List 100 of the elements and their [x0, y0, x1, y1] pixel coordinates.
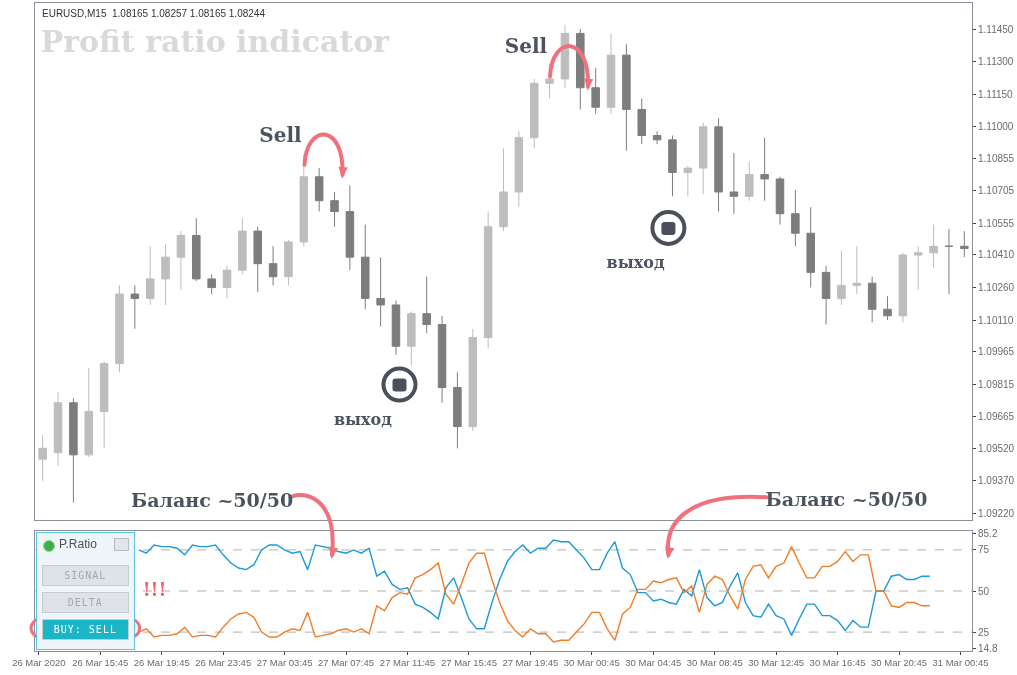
y-tick-label: 1.09665 — [978, 411, 1015, 423]
x-tick-label: 30 Mar 20:45 — [871, 657, 928, 669]
x-tick-label: 27 Mar 15:45 — [440, 657, 497, 669]
x-tick-label: 26 Mar 23:45 — [195, 657, 252, 669]
candlestick — [84, 367, 94, 458]
text: EURUSD,M15 1.08165 1.08257 1.08165 1.08244 — [42, 8, 266, 19]
y-tick-label: 1.10705 — [978, 185, 1015, 197]
annotation: Sell — [504, 34, 548, 59]
candlestick — [760, 137, 769, 202]
candlestick — [483, 211, 493, 349]
annotation: выход — [333, 409, 392, 429]
y-tick-label: 1.10260 — [978, 282, 1015, 294]
annotation: P.Ratio — [59, 537, 97, 551]
candlestick — [852, 245, 862, 295]
candlestick — [683, 165, 693, 197]
candlestick — [898, 252, 908, 323]
annotation: Sell — [259, 122, 302, 147]
annotation: Баланс ~50/50 — [131, 489, 294, 512]
button: DELTA — [42, 592, 129, 613]
x-tick-label: 30 Mar 16:45 — [809, 657, 866, 669]
candlestick — [330, 191, 339, 228]
annotation: выход — [606, 252, 665, 271]
x-tick-label: 30 Mar 04:45 — [625, 657, 682, 669]
x-tick-label: 30 Mar 08:45 — [686, 657, 743, 669]
candlestick — [714, 117, 723, 213]
candlestick — [729, 152, 739, 215]
candlestick — [69, 397, 78, 504]
candlestick — [913, 245, 923, 291]
candlestick — [376, 256, 385, 328]
annotation: !!! — [142, 579, 167, 600]
candlestick — [837, 250, 846, 306]
candlestick — [222, 265, 232, 299]
candlestick — [192, 217, 201, 282]
candlestick — [514, 130, 524, 208]
candlestick — [468, 328, 478, 432]
candlestick — [130, 284, 140, 330]
candlestick — [591, 67, 600, 115]
candlestick — [284, 239, 293, 286]
candlestick — [437, 315, 447, 404]
candlestick — [637, 98, 647, 145]
x-tick-label: 27 Mar 19:45 — [502, 657, 559, 669]
button: SIGNAL — [42, 564, 129, 586]
candlestick — [668, 135, 677, 197]
candlestick — [698, 121, 708, 195]
y-tick-label: 1.10555 — [978, 217, 1015, 229]
y-tick-label: 25 — [978, 626, 990, 638]
candlestick — [207, 274, 216, 295]
y-tick-label: 75 — [978, 544, 990, 556]
candlestick — [529, 78, 539, 150]
candlestick — [314, 167, 324, 213]
candlestick — [391, 300, 401, 356]
candlestick — [407, 310, 416, 367]
candlestick — [53, 391, 63, 467]
y-tick-label: 14.8 — [978, 643, 998, 655]
candlestick — [960, 230, 969, 258]
candlestick — [345, 184, 355, 271]
y-tick-label: 1.09815 — [978, 378, 1015, 390]
candlestick — [652, 130, 662, 145]
y-tick-label: 1.09965 — [978, 346, 1015, 358]
y-tick-label: 1.11000 — [978, 121, 1014, 133]
y-tick-label: 1.11300 — [978, 56, 1014, 68]
x-tick-label: 30 Mar 00:45 — [563, 657, 620, 669]
x-tick-label: 27 Mar 11:45 — [379, 657, 436, 669]
y-tick-label: 50 — [978, 585, 990, 597]
candlestick — [622, 43, 631, 152]
x-tick-label: 26 Mar 2020 — [12, 657, 66, 669]
y-tick-label: 1.11450 — [978, 23, 1014, 35]
y-tick-label: 85.2 — [978, 527, 998, 539]
y-tick-label: 1.09220 — [978, 507, 1015, 519]
y-tick-label: 1.09370 — [978, 475, 1015, 487]
candlestick — [929, 224, 938, 269]
candlestick — [238, 217, 247, 276]
candlestick — [360, 224, 370, 310]
candlestick — [422, 276, 431, 334]
y-tick-label: 1.11150 — [978, 88, 1014, 100]
candlestick — [883, 295, 892, 321]
candlestick — [115, 284, 124, 373]
x-tick-label: 31 Mar 00:45 — [932, 657, 989, 669]
candlestick — [299, 154, 309, 247]
candlestick — [821, 265, 831, 325]
candlestick — [606, 32, 616, 115]
x-tick-label: 26 Mar 15:45 — [72, 657, 129, 669]
y-tick-label: 1.10110 — [978, 314, 1014, 326]
x-tick-label: 30 Mar 12:45 — [748, 657, 805, 669]
x-tick-label: 27 Mar 03:45 — [256, 657, 313, 669]
x-tick-label: 26 Mar 19:45 — [133, 657, 190, 669]
y-tick-label: 1.09520 — [978, 442, 1015, 454]
candlestick — [791, 189, 800, 247]
candlestick — [99, 360, 109, 449]
y-tick-label: 1.10855 — [978, 152, 1015, 164]
candlestick — [176, 230, 186, 291]
candlestick — [944, 228, 954, 295]
candlestick — [268, 245, 278, 286]
candlestick — [161, 243, 170, 306]
candlestick — [867, 276, 877, 323]
candlestick — [453, 371, 462, 449]
candlestick — [499, 148, 508, 232]
x-tick-label: 27 Mar 07:45 — [318, 657, 375, 669]
candlestick — [145, 245, 155, 306]
candlestick — [560, 24, 570, 89]
